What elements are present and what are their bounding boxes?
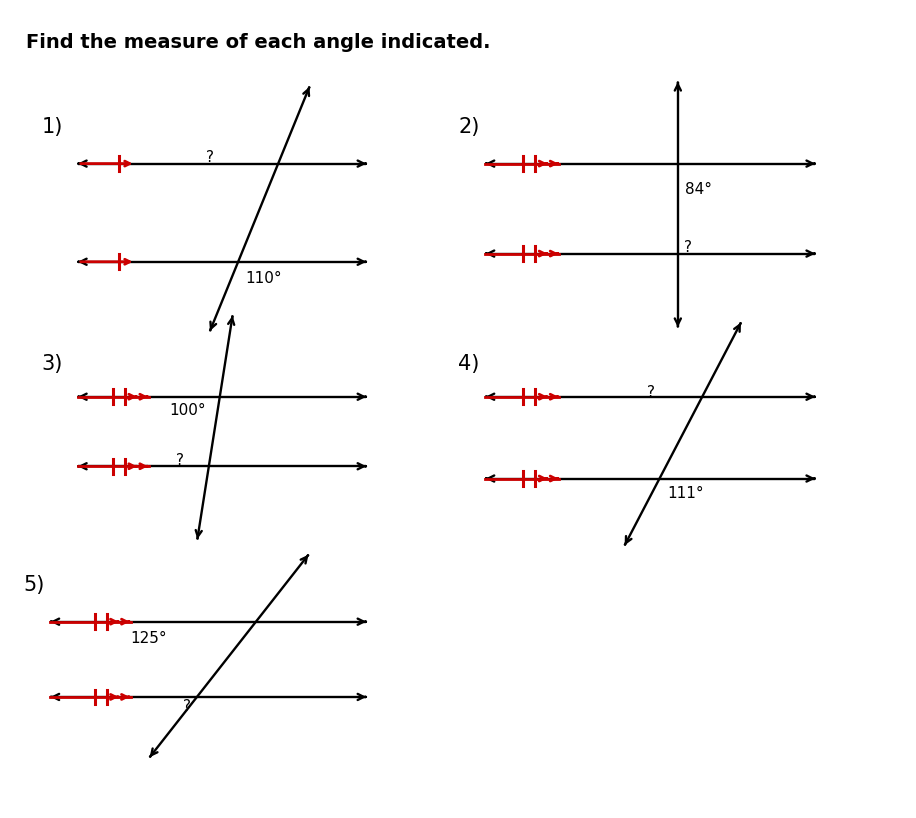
Text: ?: ? — [183, 699, 191, 714]
Text: 84°: 84° — [685, 182, 712, 197]
Text: 1): 1) — [41, 117, 62, 137]
Text: 4): 4) — [458, 354, 479, 374]
Text: Find the measure of each angle indicated.: Find the measure of each angle indicated… — [26, 33, 490, 52]
Text: ?: ? — [647, 385, 655, 400]
Text: ?: ? — [206, 150, 214, 164]
Text: 5): 5) — [23, 575, 44, 595]
Text: 2): 2) — [458, 117, 479, 137]
Text: ?: ? — [684, 240, 692, 255]
Text: 110°: 110° — [245, 271, 282, 285]
Text: 100°: 100° — [169, 403, 206, 418]
Text: ?: ? — [176, 453, 184, 468]
Text: 3): 3) — [41, 354, 62, 374]
Text: 125°: 125° — [130, 631, 167, 645]
Text: 111°: 111° — [667, 486, 703, 501]
